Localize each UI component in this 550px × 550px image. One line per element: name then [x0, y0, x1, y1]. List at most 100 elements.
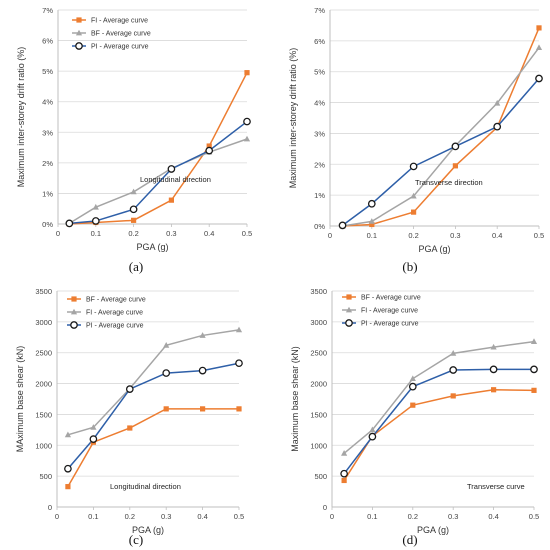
data-point	[451, 142, 460, 151]
data-point	[408, 382, 417, 391]
data-point	[491, 387, 497, 393]
series-line	[343, 368, 534, 475]
data-point	[536, 25, 542, 31]
data-point	[494, 99, 501, 106]
x-tick-label: 0.3	[450, 231, 460, 240]
x-axis-label: PGA (g)	[136, 242, 168, 252]
y-tick-label: 0	[48, 503, 52, 512]
data-point	[199, 332, 206, 338]
legend-label: BF - Average curve	[91, 31, 151, 38]
y-tick-label: 5%	[42, 67, 53, 76]
data-point	[531, 387, 537, 393]
data-point	[205, 146, 214, 155]
x-tick-label: 0.3	[166, 229, 176, 238]
y-tick-label: 6%	[314, 37, 325, 46]
data-point	[409, 375, 416, 382]
legend-marker	[346, 294, 352, 300]
x-tick-label: 0.4	[492, 231, 502, 240]
legend-label: PI - Average curve	[86, 323, 144, 330]
x-tick-label: 0.2	[408, 231, 418, 240]
y-tick-label: 6%	[42, 37, 53, 46]
legend-label: PI - Average curve	[91, 44, 149, 51]
legend-label: BF - Average curve	[86, 297, 146, 304]
y-tick-label: 1500	[35, 410, 52, 419]
direction-annotation: Longitudinal direction	[140, 175, 211, 184]
y-axis-label: Maximum inter-storey drift ratio (%)	[16, 47, 26, 188]
legend-label: BF - Average curve	[361, 295, 421, 302]
data-point	[490, 343, 497, 350]
data-point	[163, 406, 169, 412]
data-point	[410, 402, 416, 408]
y-tick-label: 1500	[310, 410, 327, 419]
data-point	[64, 464, 72, 473]
x-tick-label: 0.5	[234, 512, 244, 521]
data-point	[535, 44, 543, 51]
data-point	[369, 426, 376, 433]
data-point	[338, 221, 347, 230]
panel-label-c: (c)	[128, 532, 144, 547]
y-tick-label: 500	[314, 472, 327, 481]
data-point	[125, 385, 134, 393]
data-point	[91, 217, 100, 225]
data-point	[341, 477, 347, 484]
y-tick-label: 7%	[314, 6, 325, 15]
data-point	[368, 432, 377, 441]
panel-label-d: (d)	[402, 532, 418, 547]
direction-annotation: Longitudinal direction	[110, 482, 181, 491]
panel-label-b: (b)	[402, 259, 418, 274]
data-point	[489, 365, 498, 374]
data-point	[89, 435, 98, 443]
chart-panel-c: 0 500 1000 1500 2000 2500 3000 3500 0 0.1 0.2 0.3 0.…	[15, 287, 244, 535]
y-tick-label: 3000	[310, 318, 327, 327]
data-point	[410, 192, 417, 199]
series-line	[69, 120, 248, 225]
x-tick-label: 0	[56, 229, 60, 238]
y-tick-label: 1000	[310, 441, 327, 450]
x-axis-label: PGA (g)	[132, 525, 164, 535]
data-point	[130, 188, 137, 195]
y-tick-label: 3%	[42, 128, 53, 137]
data-point	[235, 359, 243, 368]
data-point	[163, 342, 170, 348]
data-point	[341, 450, 348, 456]
data-point	[131, 217, 137, 223]
y-tick-label: 2000	[35, 380, 52, 389]
y-tick-label: 1%	[42, 189, 53, 198]
data-point	[65, 484, 71, 490]
x-tick-label: 0.5	[242, 229, 252, 238]
data-point	[449, 366, 458, 374]
legend-marker	[76, 17, 82, 23]
data-point	[92, 203, 99, 210]
chart-panel-a: 0% 1% 2% 3% 4% 5% 6% 7% 0 0.1 0.2 0.3 0.4 0.5 PGA (g) M…	[16, 6, 252, 252]
y-axis-label: Maximum base shear (kN)	[290, 346, 300, 452]
data-point	[168, 197, 174, 203]
legend-label: FI - Average curve	[91, 18, 148, 25]
x-tick-label: 0.2	[408, 512, 418, 521]
data-point	[235, 326, 243, 333]
series-line	[67, 408, 239, 488]
legend-label: FI - Average curve	[361, 308, 418, 315]
data-point	[450, 393, 456, 399]
y-tick-label: 1000	[35, 441, 52, 450]
x-axis-label: PGA (g)	[417, 525, 449, 535]
data-point	[200, 406, 206, 412]
data-point	[369, 221, 375, 228]
data-point	[450, 350, 457, 356]
direction-annotation: Transverse direction	[415, 178, 483, 187]
x-tick-label: 0	[328, 231, 332, 240]
legend-label: PI - Average curve	[361, 321, 419, 328]
legend-marker	[70, 308, 78, 315]
x-tick-label: 0.4	[197, 512, 207, 521]
x-tick-label: 0.1	[367, 231, 377, 240]
x-axis-label: PGA (g)	[418, 244, 450, 254]
panel-label-a: (a)	[128, 259, 144, 274]
x-tick-label: 0.3	[448, 512, 458, 521]
legend-marker	[70, 321, 78, 329]
legend-label: FI - Average curve	[86, 310, 143, 317]
data-point	[530, 338, 538, 345]
y-tick-label: 4%	[42, 98, 53, 107]
y-tick-label: 4%	[314, 99, 325, 108]
y-tick-label: 5%	[314, 68, 325, 77]
series-line	[342, 78, 540, 226]
legend-marker	[71, 296, 77, 302]
